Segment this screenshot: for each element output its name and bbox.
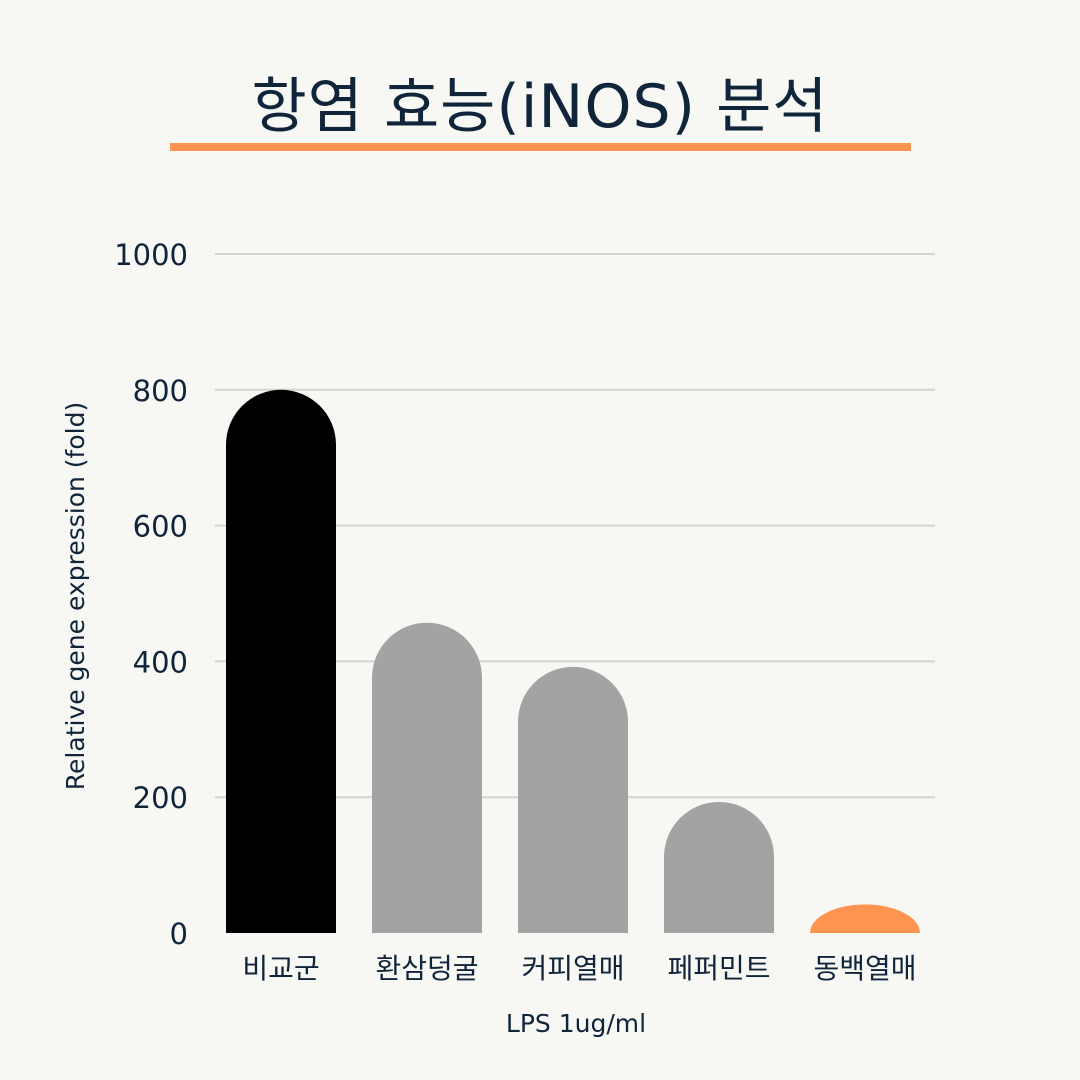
x-category-label: 페퍼민트 [667,952,770,985]
bar [372,622,482,933]
y-tick-label: 1000 [114,238,188,272]
x-category-label: 동백열매 [813,952,916,985]
y-tick-label: 0 [170,917,188,951]
bar [518,666,628,933]
bar [810,904,920,933]
y-tick-label: 600 [133,510,188,544]
y-tick-label: 800 [133,374,188,408]
bar [664,801,774,933]
x-axis-title: LPS 1ug/ml [506,1009,646,1038]
x-axis-categories: 비교군 환삼덩굴 커피열매 페퍼민트 동백열매 [242,952,916,985]
y-tick-label: 400 [133,645,188,679]
bar [226,389,336,933]
bars [226,389,920,933]
x-category-label: 비교군 [242,952,319,985]
x-category-label: 커피열매 [521,952,624,985]
chart-title: 항염 효능(iNOS) 분석 [251,72,829,142]
y-tick-label: 200 [133,781,188,815]
title-underline [170,143,911,151]
x-category-label: 환삼덩굴 [375,952,478,985]
y-axis-title: Relative gene expression (fold) [61,402,90,790]
y-axis-ticks: 0 200 400 600 800 1000 [114,238,188,951]
